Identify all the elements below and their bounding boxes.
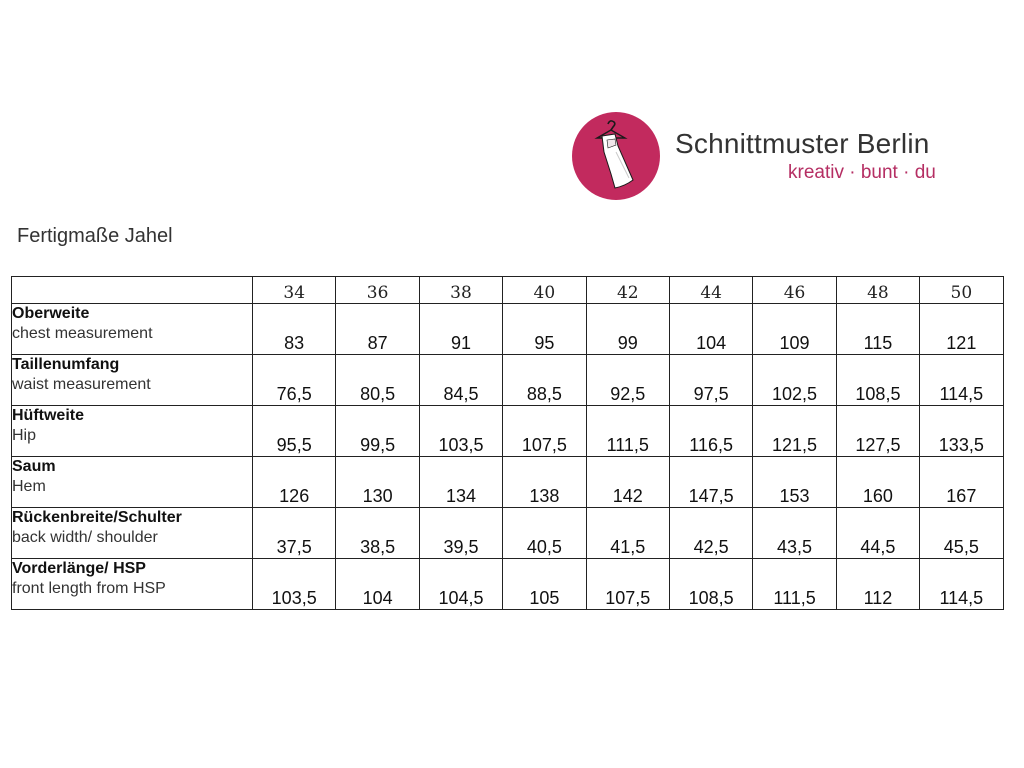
brand-header: Schnittmuster Berlin kreativ · bunt · du xyxy=(571,112,971,202)
row-label-german: Hüftweite xyxy=(12,407,84,424)
row-label-english: waist measurement xyxy=(12,376,151,393)
value-cell: 126 xyxy=(251,456,337,508)
row-label: Rückenbreite/Schulter back width/ should… xyxy=(11,507,253,559)
size-header-cell: 36 xyxy=(335,276,420,304)
table-row-front-length: Vorderlänge/ HSP front length from HSP 1… xyxy=(11,558,1004,610)
row-label-english: Hem xyxy=(12,478,46,495)
table-row-hem: Saum Hem 126 130 134 138 142 147,5 153 1… xyxy=(11,456,1004,508)
page-title: Fertigmaße Jahel xyxy=(17,225,173,247)
value-cell: 84,5 xyxy=(418,354,504,406)
size-header-cell: 48 xyxy=(835,276,921,304)
row-label-german: Saum xyxy=(12,458,56,475)
value-cell: 104,5 xyxy=(418,558,504,610)
value-cell: 121 xyxy=(919,303,1004,355)
value-cell: 112 xyxy=(835,558,921,610)
brand-tagline: kreativ · bunt · du xyxy=(788,162,936,183)
value-cell: 127,5 xyxy=(835,405,921,457)
value-cell: 104 xyxy=(668,303,754,355)
value-cell: 88,5 xyxy=(502,354,587,406)
value-cell: 41,5 xyxy=(585,507,670,559)
table-row-back-width: Rückenbreite/Schulter back width/ should… xyxy=(11,507,1004,559)
value-cell: 99 xyxy=(585,303,670,355)
value-cell: 153 xyxy=(752,456,837,508)
value-cell: 133,5 xyxy=(919,405,1004,457)
value-cell: 167 xyxy=(919,456,1004,508)
dress-on-hanger-icon xyxy=(572,112,660,200)
value-cell: 104 xyxy=(335,558,420,610)
value-cell: 107,5 xyxy=(502,405,587,457)
header-corner-cell xyxy=(11,276,253,304)
table-row-hip: Hüftweite Hip 95,5 99,5 103,5 107,5 111,… xyxy=(11,405,1004,457)
value-cell: 38,5 xyxy=(335,507,420,559)
value-cell: 121,5 xyxy=(752,405,837,457)
row-label-english: Hip xyxy=(12,427,37,444)
value-cell: 138 xyxy=(502,456,587,508)
size-header-cell: 44 xyxy=(668,276,754,304)
value-cell: 43,5 xyxy=(752,507,837,559)
row-label-english: back width/ shoulder xyxy=(12,529,158,546)
value-cell: 108,5 xyxy=(835,354,921,406)
table-row-waist: Taillenumfang waist measurement 76,5 80,… xyxy=(11,354,1004,406)
row-label-german: Vorderlänge/ HSP xyxy=(12,560,146,577)
value-cell: 95 xyxy=(502,303,587,355)
value-cell: 111,5 xyxy=(752,558,837,610)
row-label: Vorderlänge/ HSP front length from HSP xyxy=(11,558,253,610)
value-cell: 37,5 xyxy=(251,507,337,559)
value-cell: 160 xyxy=(835,456,921,508)
size-chart-table: 34 36 38 40 42 44 46 48 50 Oberweite che… xyxy=(11,276,1004,610)
value-cell: 147,5 xyxy=(668,456,754,508)
value-cell: 44,5 xyxy=(835,507,921,559)
size-header-cell: 40 xyxy=(502,276,587,304)
value-cell: 134 xyxy=(418,456,504,508)
size-header-cell: 42 xyxy=(585,276,670,304)
row-label: Hüftweite Hip xyxy=(11,405,253,457)
value-cell: 142 xyxy=(585,456,670,508)
value-cell: 80,5 xyxy=(335,354,420,406)
value-cell: 103,5 xyxy=(251,558,337,610)
row-label-german: Taillenumfang xyxy=(12,356,120,373)
table-row-chest: Oberweite chest measurement 83 87 91 95 … xyxy=(11,303,1004,355)
value-cell: 116,5 xyxy=(668,405,754,457)
value-cell: 114,5 xyxy=(919,354,1004,406)
value-cell: 114,5 xyxy=(919,558,1004,610)
value-cell: 83 xyxy=(251,303,337,355)
value-cell: 42,5 xyxy=(668,507,754,559)
brand-name: Schnittmuster Berlin xyxy=(675,128,930,159)
value-cell: 130 xyxy=(335,456,420,508)
value-cell: 103,5 xyxy=(418,405,504,457)
value-cell: 99,5 xyxy=(335,405,420,457)
value-cell: 45,5 xyxy=(919,507,1004,559)
row-label: Oberweite chest measurement xyxy=(11,303,253,355)
row-label-german: Oberweite xyxy=(12,305,90,322)
value-cell: 95,5 xyxy=(251,405,337,457)
value-cell: 108,5 xyxy=(668,558,754,610)
value-cell: 109 xyxy=(752,303,837,355)
size-header-cell: 34 xyxy=(251,276,337,304)
row-label-english: front length from HSP xyxy=(12,580,166,597)
row-label-english: chest measurement xyxy=(12,325,153,342)
size-header-cell: 46 xyxy=(752,276,837,304)
size-header-cell: 38 xyxy=(418,276,504,304)
row-label: Saum Hem xyxy=(11,456,253,508)
value-cell: 111,5 xyxy=(585,405,670,457)
size-header-cell: 50 xyxy=(919,276,1004,304)
value-cell: 102,5 xyxy=(752,354,837,406)
value-cell: 107,5 xyxy=(585,558,670,610)
value-cell: 115 xyxy=(835,303,921,355)
value-cell: 39,5 xyxy=(418,507,504,559)
value-cell: 105 xyxy=(502,558,587,610)
row-label: Taillenumfang waist measurement xyxy=(11,354,253,406)
size-header-row: 34 36 38 40 42 44 46 48 50 xyxy=(11,276,1004,304)
value-cell: 87 xyxy=(335,303,420,355)
value-cell: 91 xyxy=(418,303,504,355)
value-cell: 76,5 xyxy=(251,354,337,406)
value-cell: 40,5 xyxy=(502,507,587,559)
row-label-german: Rückenbreite/Schulter xyxy=(12,509,182,526)
value-cell: 97,5 xyxy=(668,354,754,406)
value-cell: 92,5 xyxy=(585,354,670,406)
